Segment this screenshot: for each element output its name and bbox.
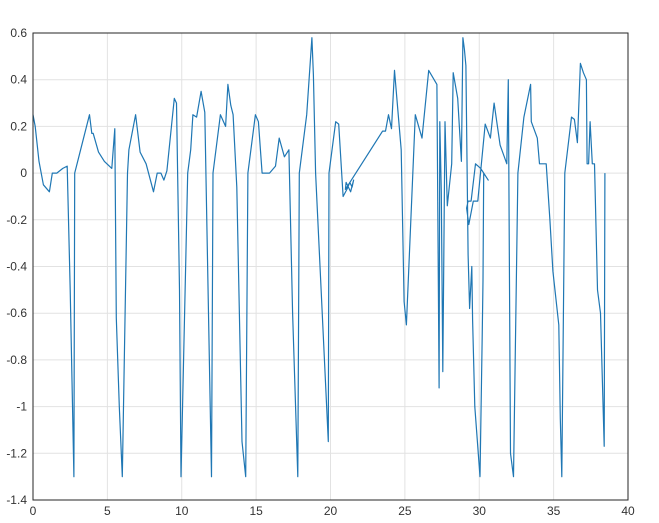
x-tick-label: 20 (324, 504, 338, 518)
x-tick-label: 5 (104, 504, 111, 518)
x-tick-label: 25 (398, 504, 412, 518)
y-tick-label: 0 (20, 166, 27, 180)
x-tick-label: 0 (30, 504, 37, 518)
y-tick-label: -1.2 (6, 446, 27, 460)
y-axis-tick-labels: 0.6 0.4 0.2 0 -0.2 -0.4 -0.6 -0.8 -1 -1.2 -1.4 (6, 26, 27, 507)
x-tick-label: 40 (621, 504, 635, 518)
y-tick-label: 0.6 (10, 26, 27, 40)
y-tick-label: 0.2 (10, 119, 27, 133)
x-axis-tick-labels: 0 5 10 15 20 25 30 35 40 (30, 504, 635, 518)
series-layer (32, 37, 606, 478)
axes-frame (32, 32, 629, 501)
y-tick-label: -0.6 (6, 306, 27, 320)
x-tick-label: 15 (249, 504, 263, 518)
x-tick-label: 10 (175, 504, 189, 518)
y-tick-label: -1.4 (6, 493, 27, 507)
y-tick-label: -0.8 (6, 353, 27, 367)
y-tick-label: -0.2 (6, 213, 27, 227)
grid-layer (33, 33, 628, 500)
series-line-0 (32, 37, 606, 478)
x-tick-label: 35 (547, 504, 561, 518)
x-tick-label: 30 (473, 504, 487, 518)
y-tick-label: 0.4 (10, 73, 27, 87)
y-tick-label: -1 (16, 400, 27, 414)
y-tick-label: -0.4 (6, 260, 27, 274)
